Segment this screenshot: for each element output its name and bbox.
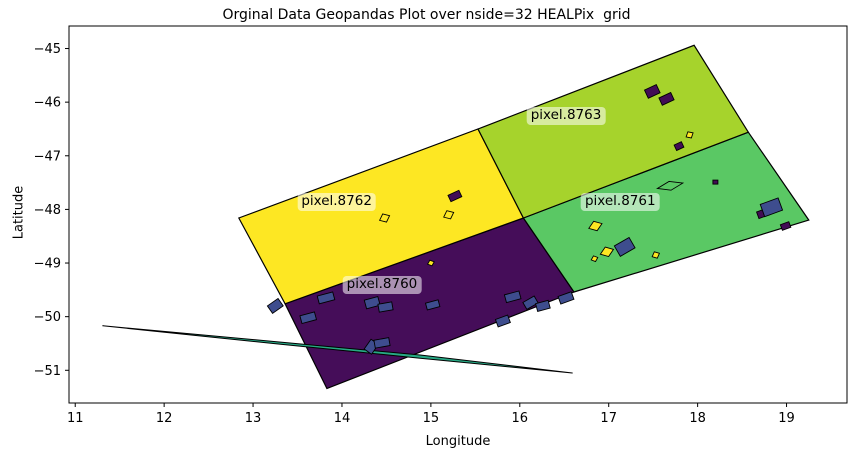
healpix-pixel.8763 bbox=[477, 44, 750, 219]
data-marker bbox=[779, 221, 792, 231]
data-marker bbox=[656, 180, 685, 191]
data-marker bbox=[712, 179, 719, 185]
data-marker bbox=[494, 314, 511, 328]
data-marker bbox=[447, 189, 463, 203]
data-marker bbox=[363, 295, 381, 310]
x-tick-label: 12 bbox=[156, 411, 173, 426]
data-marker bbox=[643, 83, 661, 99]
sliver-geometry bbox=[102, 325, 573, 374]
y-tick-label: −45 bbox=[34, 42, 61, 57]
y-tick-label: −49 bbox=[34, 257, 61, 272]
data-marker bbox=[503, 290, 522, 304]
data-marker bbox=[658, 91, 675, 106]
x-tick-label: 19 bbox=[778, 411, 795, 426]
x-tick-label: 18 bbox=[689, 411, 706, 426]
data-marker bbox=[613, 236, 636, 257]
data-marker bbox=[590, 255, 599, 263]
data-marker bbox=[588, 220, 603, 232]
data-marker bbox=[378, 213, 391, 223]
annotation-pixel.8763: pixel.8763 bbox=[526, 107, 606, 126]
data-marker bbox=[651, 251, 661, 259]
x-axis-label: Longitude bbox=[425, 434, 491, 449]
data-marker bbox=[557, 291, 575, 305]
data-marker bbox=[522, 295, 539, 311]
chart-title: Orginal Data Geopandas Plot over nside=3… bbox=[222, 7, 631, 23]
data-marker bbox=[673, 141, 685, 152]
x-tick-label: 13 bbox=[245, 411, 262, 426]
y-tick-label: −48 bbox=[34, 203, 61, 218]
data-marker bbox=[759, 197, 784, 218]
y-tick-label: −50 bbox=[34, 310, 61, 325]
data-marker bbox=[266, 297, 284, 314]
data-marker bbox=[299, 311, 318, 325]
data-marker bbox=[443, 210, 455, 220]
data-marker bbox=[535, 299, 551, 312]
x-tick-label: 11 bbox=[67, 411, 84, 426]
data-marker bbox=[426, 259, 435, 267]
x-tick-label: 14 bbox=[334, 411, 351, 426]
y-tick-label: −46 bbox=[34, 96, 61, 111]
data-marker bbox=[685, 131, 694, 139]
data-marker bbox=[424, 299, 441, 311]
data-marker bbox=[599, 246, 615, 258]
data-marker bbox=[377, 301, 394, 313]
y-tick-label: −51 bbox=[34, 364, 61, 379]
annotation-pixel.8760: pixel.8760 bbox=[342, 276, 422, 295]
data-marker bbox=[373, 337, 391, 349]
x-tick-label: 15 bbox=[423, 411, 440, 426]
data-marker bbox=[316, 291, 336, 305]
x-tick-label: 17 bbox=[600, 411, 617, 426]
x-tick-label: 16 bbox=[512, 411, 529, 426]
y-tick-label: −47 bbox=[34, 149, 61, 164]
annotation-pixel.8762: pixel.8762 bbox=[297, 192, 376, 211]
annotation-pixel.8761: pixel.8761 bbox=[580, 192, 660, 211]
y-axis-label: Latitude bbox=[11, 185, 27, 240]
